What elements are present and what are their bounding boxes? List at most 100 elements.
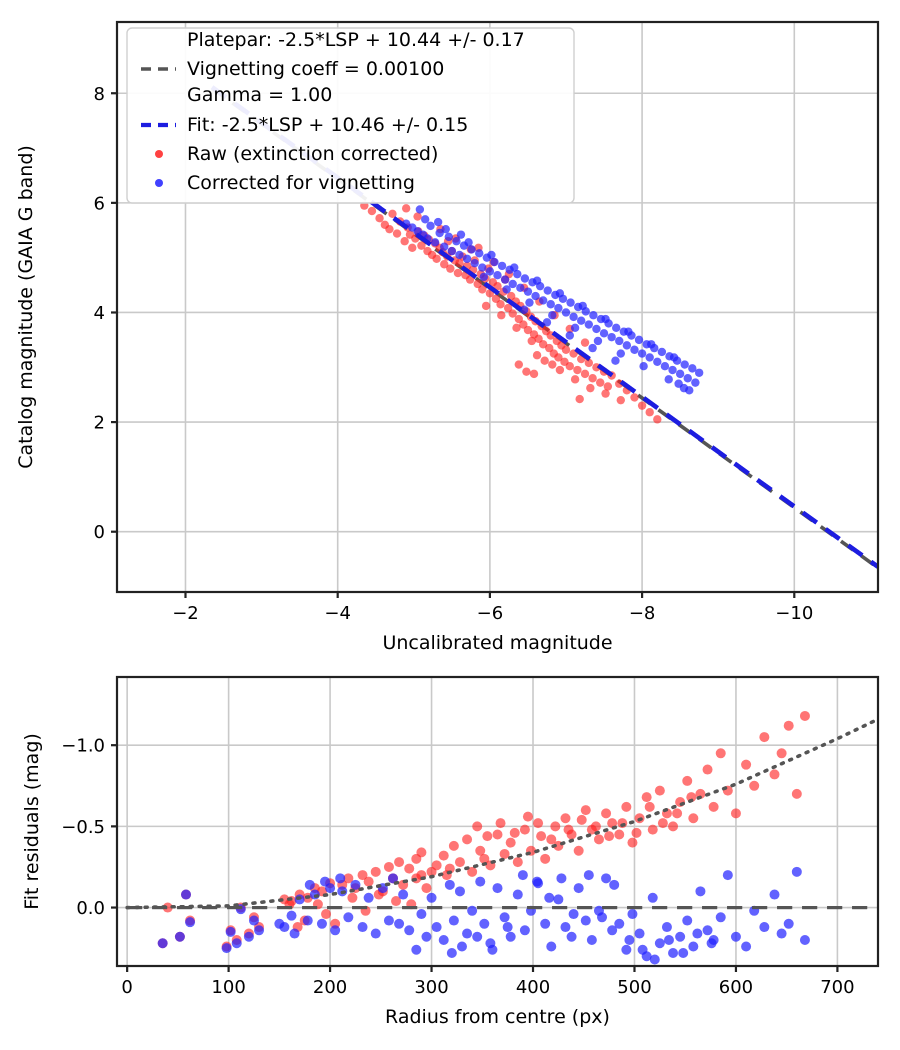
- data-point: [682, 915, 693, 926]
- data-point: [653, 415, 662, 424]
- data-point: [505, 931, 516, 942]
- data-point: [590, 821, 601, 832]
- data-point: [612, 323, 621, 333]
- data-point: [321, 909, 332, 920]
- data-point: [401, 204, 411, 213]
- data-point: [481, 301, 491, 311]
- data-point: [601, 873, 612, 884]
- series-corrected: [401, 205, 704, 395]
- data-point: [554, 303, 563, 313]
- data-point: [601, 389, 610, 398]
- data-point: [637, 944, 648, 955]
- data-point: [532, 276, 542, 285]
- data-point: [776, 748, 787, 759]
- data-point: [500, 275, 510, 284]
- data-point: [462, 834, 473, 845]
- data-point: [421, 883, 432, 894]
- data-point: [499, 912, 510, 923]
- data-point: [749, 780, 760, 791]
- data-point: [478, 263, 487, 272]
- data-point: [604, 831, 615, 842]
- data-point: [654, 938, 665, 949]
- data-point: [475, 876, 486, 887]
- data-point: [431, 922, 442, 933]
- data-point: [680, 360, 689, 369]
- data-point: [769, 769, 780, 780]
- data-point: [573, 365, 582, 375]
- data-point: [519, 824, 530, 835]
- data-point: [692, 928, 703, 939]
- x-tick-label: 0: [121, 977, 132, 998]
- data-point: [527, 336, 536, 346]
- data-point: [462, 254, 472, 263]
- data-point: [624, 327, 633, 336]
- data-point: [416, 847, 427, 858]
- data-point: [578, 301, 587, 311]
- data-point: [741, 759, 752, 770]
- data-point: [383, 861, 394, 872]
- data-point: [599, 329, 609, 338]
- data-point: [570, 323, 580, 333]
- data-point: [678, 948, 689, 959]
- y-tick-label: 6: [94, 193, 105, 214]
- y-tick-label: 8: [94, 84, 105, 105]
- data-point: [514, 360, 524, 369]
- data-point: [668, 821, 679, 832]
- data-point: [615, 336, 624, 346]
- legend-label-1: Vignetting coeff = 0.00100: [187, 58, 444, 80]
- data-point: [505, 837, 516, 848]
- data-point: [611, 356, 620, 365]
- data-point: [584, 358, 594, 368]
- data-point: [385, 224, 394, 234]
- data-point: [475, 249, 484, 258]
- data-point: [730, 931, 741, 942]
- data-point: [715, 912, 726, 923]
- data-point: [584, 320, 594, 329]
- data-point: [654, 785, 665, 796]
- data-point: [561, 345, 571, 354]
- data-point: [472, 931, 483, 942]
- legend-label-4: Raw (extinction corrected): [187, 143, 438, 165]
- x-tick-label: −10: [775, 603, 813, 624]
- data-point: [702, 764, 713, 775]
- data-point: [304, 879, 315, 890]
- data-point: [637, 349, 647, 358]
- data-point: [589, 311, 598, 320]
- trend-line-vignetting-model: [125, 717, 878, 910]
- data-point: [502, 922, 513, 933]
- data-point: [675, 931, 686, 942]
- data-point: [248, 915, 259, 926]
- data-point: [520, 274, 530, 283]
- x-tick-label: 300: [414, 977, 448, 998]
- data-point: [683, 374, 692, 383]
- data-point: [454, 886, 465, 897]
- data-point: [607, 332, 616, 342]
- data-point: [603, 382, 613, 391]
- data-point: [759, 922, 770, 933]
- trend-line-vignetting-model: [125, 717, 878, 910]
- data-point: [597, 912, 608, 923]
- data-point: [375, 214, 384, 223]
- data-point: [435, 228, 444, 238]
- data-point: [441, 224, 450, 234]
- data-point: [482, 831, 493, 842]
- data-point: [573, 883, 584, 894]
- data-point: [433, 217, 443, 227]
- axes-frame: [115, 20, 880, 594]
- data-point: [493, 271, 502, 280]
- data-point: [596, 378, 605, 387]
- data-point: [343, 912, 354, 923]
- data-point: [540, 356, 549, 365]
- data-point: [570, 375, 580, 384]
- data-point: [426, 892, 437, 903]
- trend-line-fit: [210, 85, 878, 569]
- data-point: [573, 845, 584, 856]
- series-raw: [157, 710, 810, 952]
- data-point: [347, 892, 358, 903]
- data-point: [641, 792, 652, 803]
- data-point: [454, 857, 465, 868]
- data-point: [561, 308, 571, 317]
- data-point: [446, 948, 457, 959]
- data-point: [791, 866, 802, 877]
